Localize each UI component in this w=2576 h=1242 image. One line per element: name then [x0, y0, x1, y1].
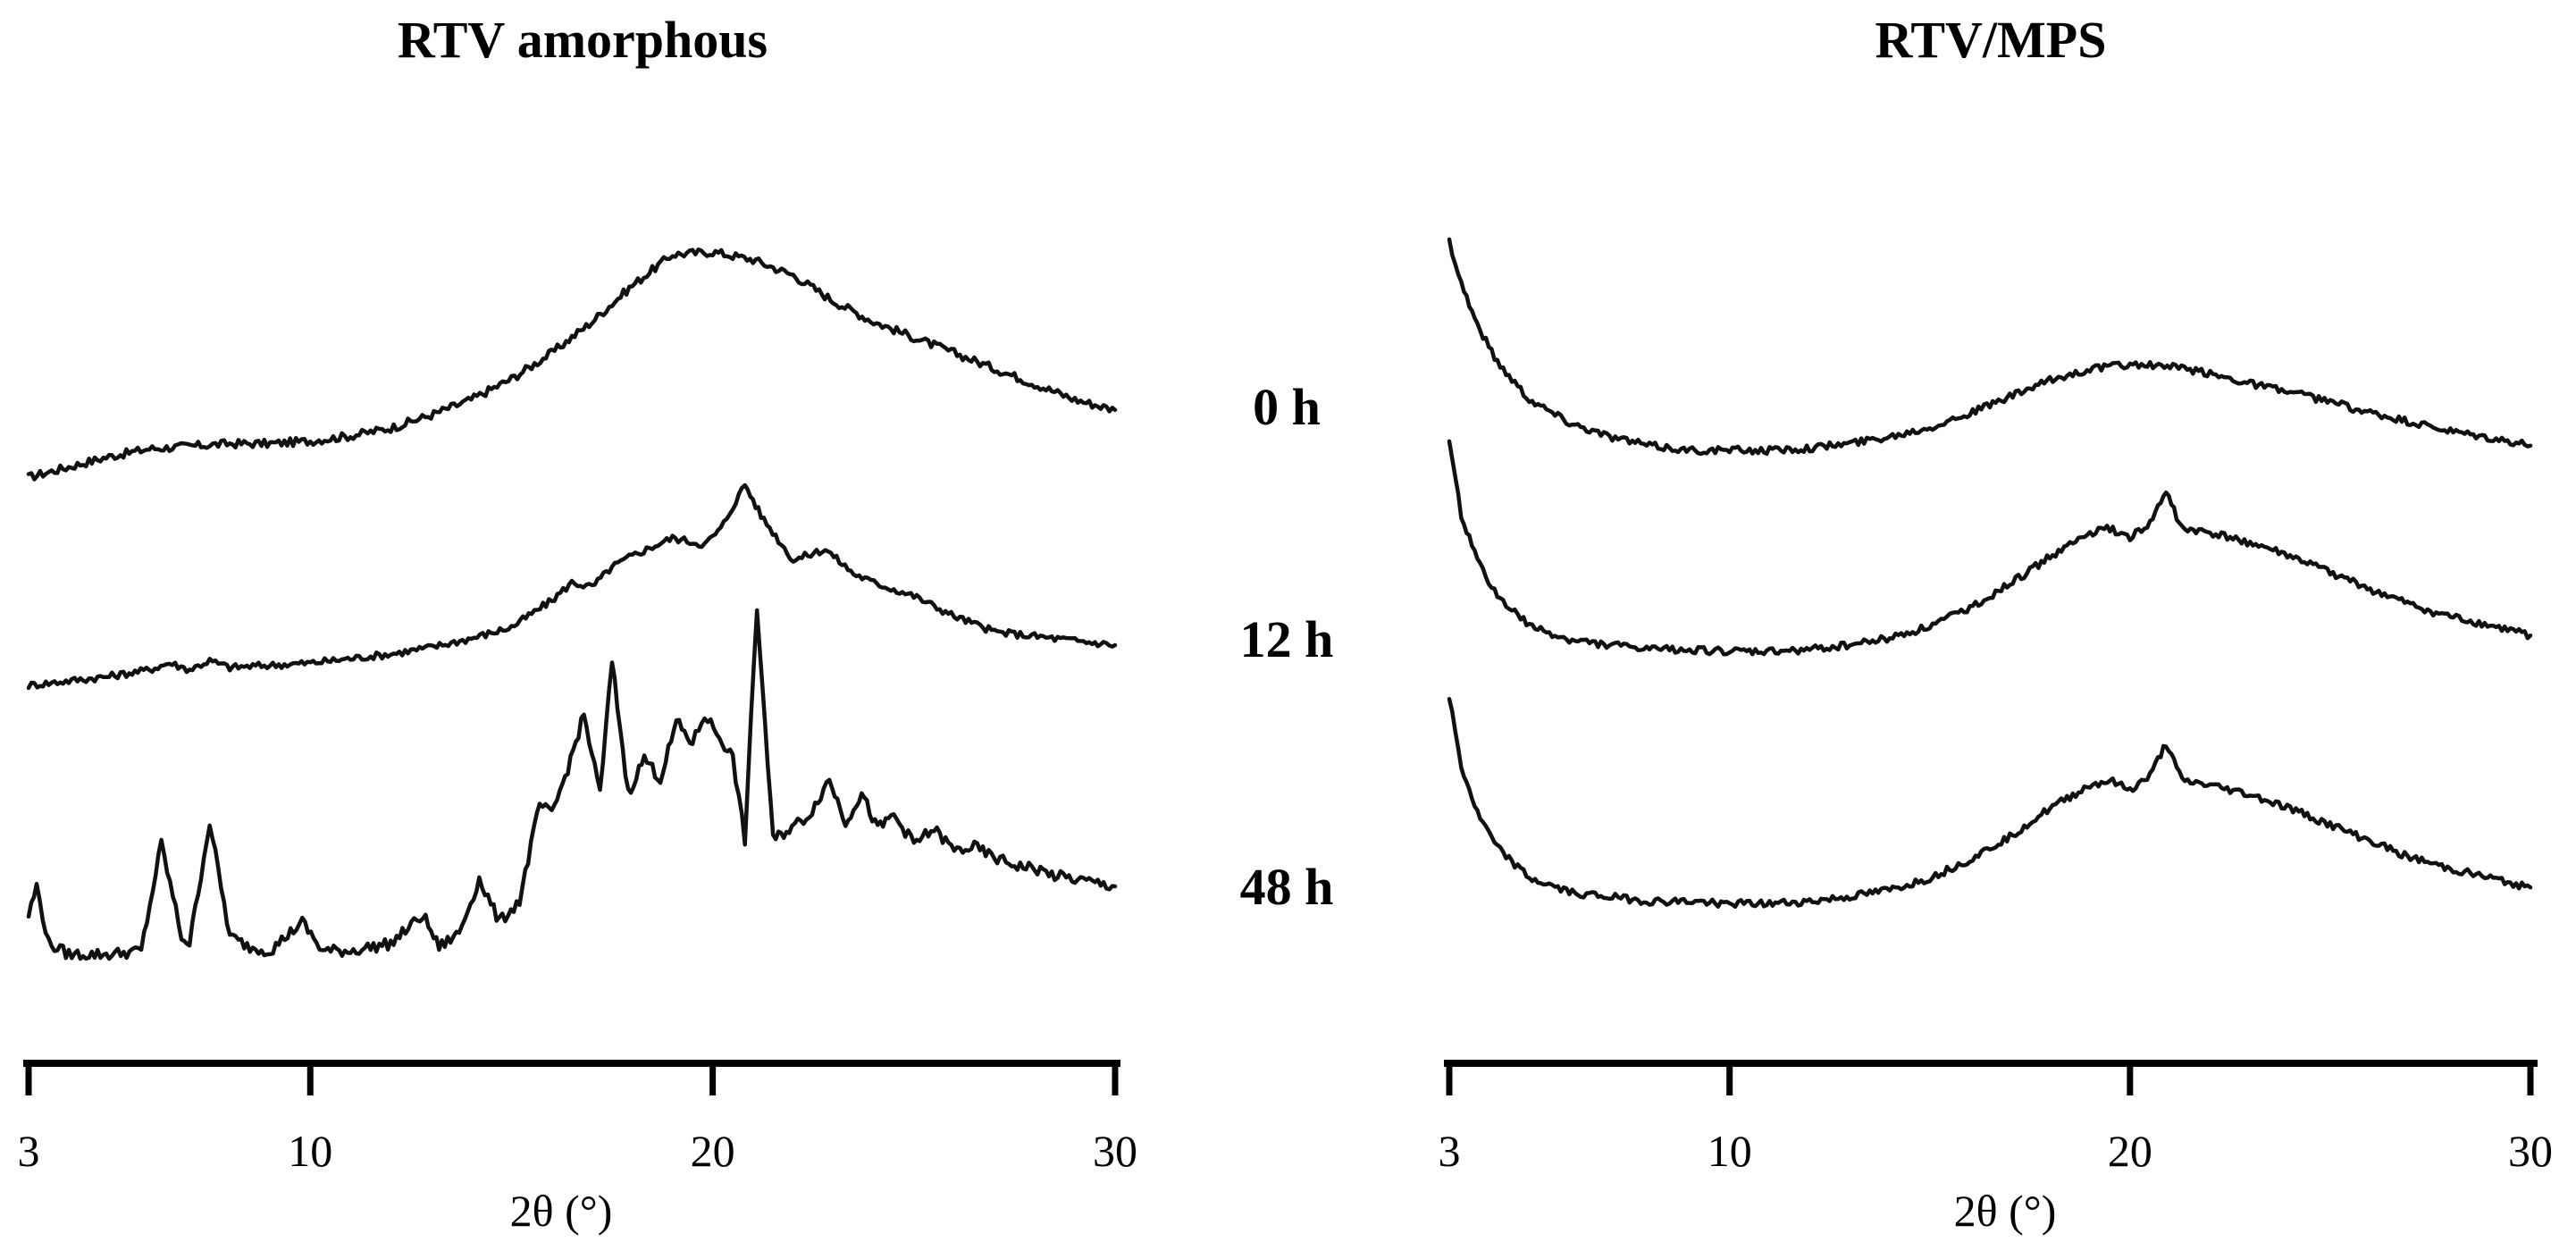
x-tick-label: 30: [2508, 1126, 2553, 1176]
pattern-trace-48h: [1447, 697, 2533, 910]
row-labels: 0 h 12 h 48 h: [1240, 378, 1334, 916]
row-label-48h: 48 h: [1240, 858, 1334, 916]
panel-title-right: RTV/MPS: [1875, 11, 2107, 69]
x-tick-label: 3: [1439, 1126, 1461, 1176]
x-tick-label: 3: [18, 1126, 40, 1176]
x-tick-label: 10: [288, 1126, 332, 1176]
x-tick-label: 30: [1093, 1126, 1137, 1176]
traces-left: [26, 248, 1118, 961]
pattern-trace-0h: [1447, 237, 2533, 457]
x-axis-label-left: 2θ (°): [510, 1186, 613, 1236]
x-axis-label-right: 2θ (°): [1954, 1186, 2057, 1236]
pattern-trace-12h: [1447, 439, 2533, 657]
traces-right: [1447, 237, 2533, 910]
row-label-12h: 12 h: [1240, 610, 1334, 668]
pattern-trace-12h: [26, 483, 1118, 691]
row-label-0h: 0 h: [1253, 378, 1321, 436]
x-tick-label: 20: [691, 1126, 735, 1176]
x-tick-label: 10: [1708, 1126, 1752, 1176]
panel-title-left: RTV amorphous: [398, 11, 768, 69]
pattern-trace-0h: [26, 248, 1118, 482]
x-ticks-right: 3 10 20 30: [1439, 1063, 2553, 1176]
panel-left: RTV amorphous 3 10 20 30 2θ (°): [18, 11, 1138, 1236]
x-ticks-left: 3 10 20 30: [18, 1063, 1137, 1176]
x-tick-label: 20: [2108, 1126, 2152, 1176]
pattern-trace-48h: [26, 608, 1118, 961]
panel-right: RTV/MPS 3 10 20 30 2θ (°): [1439, 11, 2554, 1236]
